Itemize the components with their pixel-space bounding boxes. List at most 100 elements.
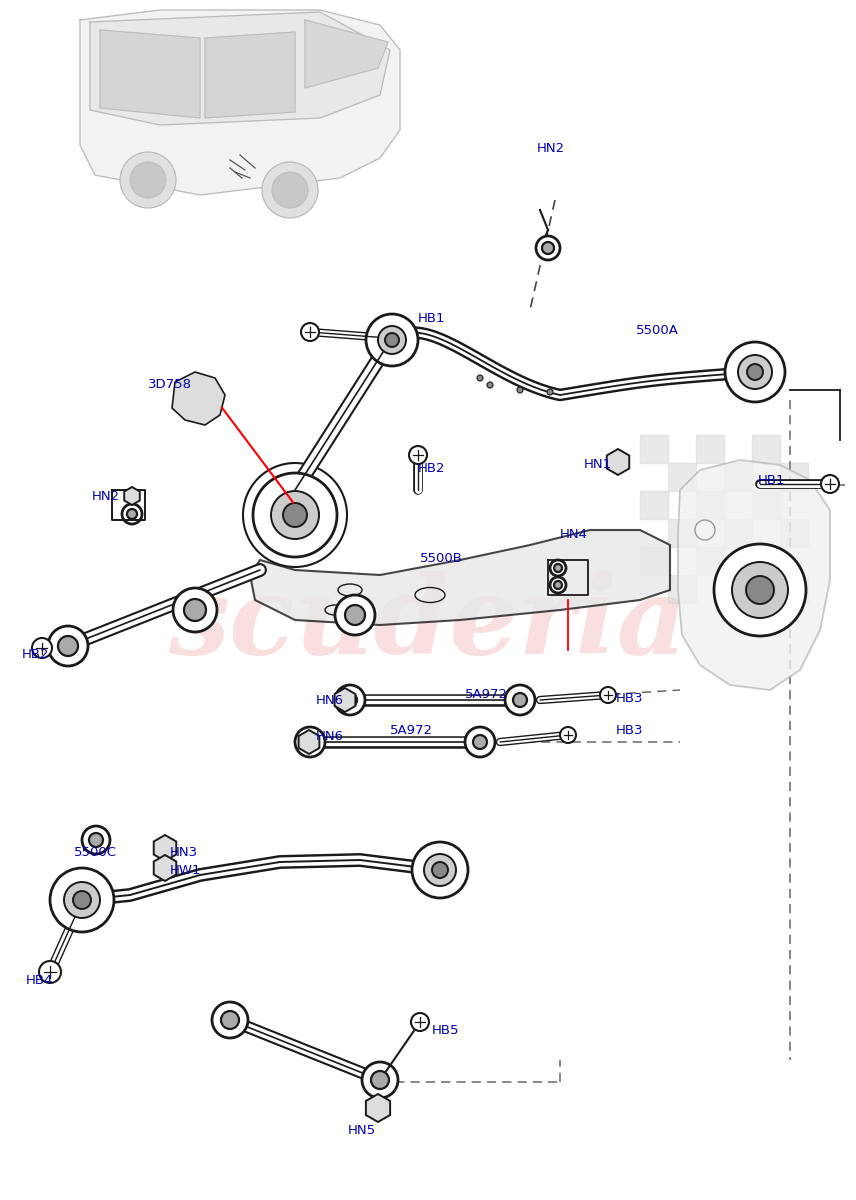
Circle shape (295, 727, 325, 757)
Text: HN2: HN2 (92, 490, 120, 503)
Polygon shape (678, 460, 830, 690)
Text: HN4: HN4 (560, 528, 588, 541)
Circle shape (50, 868, 114, 932)
Text: HW1: HW1 (170, 864, 201, 876)
Bar (668, 518, 696, 547)
Circle shape (58, 636, 78, 656)
Circle shape (747, 364, 763, 380)
Circle shape (120, 152, 176, 208)
Text: 5A972: 5A972 (465, 688, 508, 701)
Bar (780, 463, 808, 491)
Text: HN5: HN5 (348, 1123, 376, 1136)
Text: HN3: HN3 (170, 846, 198, 858)
Text: HN2: HN2 (537, 142, 565, 155)
Polygon shape (154, 835, 176, 862)
Polygon shape (100, 30, 200, 118)
Bar (724, 518, 752, 547)
Circle shape (714, 544, 806, 636)
Text: scuderia: scuderia (169, 571, 687, 677)
Polygon shape (205, 32, 295, 118)
Polygon shape (607, 449, 629, 475)
Circle shape (465, 727, 495, 757)
Bar (640, 547, 668, 575)
Circle shape (283, 503, 307, 527)
Circle shape (385, 332, 399, 347)
Text: HB1: HB1 (418, 312, 445, 324)
Bar (724, 575, 752, 602)
Text: HN1: HN1 (584, 457, 612, 470)
Bar (752, 434, 780, 463)
Circle shape (271, 491, 319, 539)
Circle shape (746, 576, 774, 604)
Circle shape (39, 961, 61, 983)
Circle shape (473, 734, 487, 749)
Text: HB3: HB3 (616, 691, 644, 704)
Circle shape (725, 342, 785, 402)
Circle shape (48, 626, 88, 666)
Text: 3D758: 3D758 (148, 378, 192, 391)
Circle shape (89, 833, 103, 847)
Circle shape (732, 562, 788, 618)
Circle shape (173, 588, 217, 632)
Text: HB2: HB2 (418, 462, 445, 474)
Text: 5A972: 5A972 (390, 724, 433, 737)
Bar (668, 463, 696, 491)
Text: HN6: HN6 (316, 694, 344, 707)
Text: 5500C: 5500C (74, 846, 117, 858)
Circle shape (378, 326, 406, 354)
Text: 5500B: 5500B (420, 552, 463, 564)
Circle shape (542, 242, 554, 254)
Text: HB1: HB1 (758, 474, 786, 486)
Circle shape (127, 509, 137, 518)
Circle shape (411, 1013, 429, 1031)
Circle shape (253, 473, 337, 557)
Circle shape (335, 595, 375, 635)
Bar (752, 491, 780, 518)
Circle shape (362, 1062, 398, 1098)
Bar (780, 518, 808, 547)
Polygon shape (305, 20, 388, 88)
Polygon shape (366, 1094, 390, 1122)
Circle shape (122, 504, 142, 524)
Circle shape (345, 605, 365, 625)
Polygon shape (154, 854, 176, 881)
Circle shape (550, 577, 566, 593)
Circle shape (301, 323, 319, 341)
Circle shape (600, 686, 616, 703)
Text: HB4: HB4 (26, 973, 53, 986)
Circle shape (517, 386, 523, 392)
Circle shape (513, 692, 527, 707)
Circle shape (303, 734, 317, 749)
Circle shape (184, 599, 206, 622)
Polygon shape (90, 12, 390, 125)
Text: HB3: HB3 (616, 724, 644, 737)
Polygon shape (172, 372, 225, 425)
Bar (780, 575, 808, 602)
Bar (696, 547, 724, 575)
Bar (724, 463, 752, 491)
Text: HB2: HB2 (22, 648, 50, 661)
Circle shape (64, 882, 100, 918)
Circle shape (477, 374, 483, 382)
Polygon shape (335, 688, 355, 712)
Bar (696, 434, 724, 463)
Circle shape (738, 355, 772, 389)
Polygon shape (80, 10, 400, 194)
Circle shape (262, 162, 318, 218)
Circle shape (487, 382, 493, 388)
Circle shape (550, 560, 566, 576)
Circle shape (366, 314, 418, 366)
Bar (696, 491, 724, 518)
Polygon shape (124, 487, 140, 505)
Circle shape (73, 890, 91, 910)
Circle shape (221, 1010, 239, 1028)
Circle shape (130, 162, 166, 198)
Bar (640, 434, 668, 463)
Text: HB5: HB5 (432, 1024, 460, 1037)
Circle shape (409, 446, 427, 464)
Circle shape (432, 862, 448, 878)
Polygon shape (299, 730, 319, 754)
Circle shape (343, 692, 357, 707)
Circle shape (536, 236, 560, 260)
Circle shape (560, 727, 576, 743)
